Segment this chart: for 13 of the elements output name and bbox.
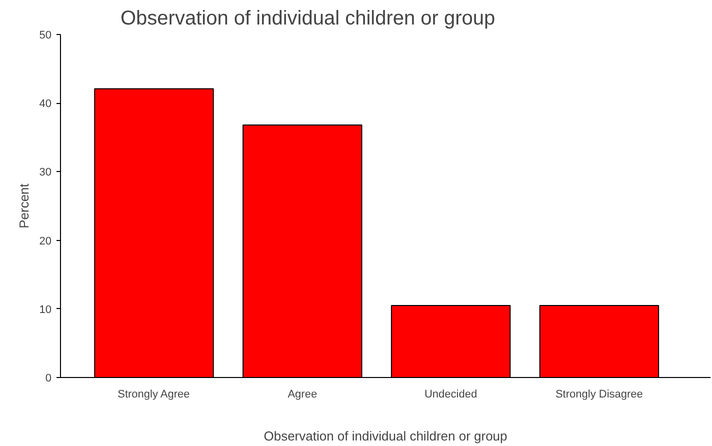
x-tick-label: Strongly Disagree: [555, 388, 643, 400]
y-tick-label: 0: [45, 372, 52, 384]
y-tick-label: 20: [39, 235, 52, 248]
x-tick-label: Agree: [288, 388, 318, 400]
x-axis-title: Observation of individual children or group: [264, 428, 508, 444]
x-tick-label: Strongly Agree: [118, 388, 190, 400]
y-axis-title: Percent: [16, 183, 32, 228]
y-tick-label: 30: [39, 166, 52, 179]
y-tick-label: 40: [39, 98, 52, 110]
chart-title: Observation of individual children or group: [120, 8, 496, 30]
y-tick-label: 50: [39, 30, 52, 42]
y-tick-label: 10: [39, 304, 52, 316]
x-tick-label: Undecided: [424, 388, 478, 400]
